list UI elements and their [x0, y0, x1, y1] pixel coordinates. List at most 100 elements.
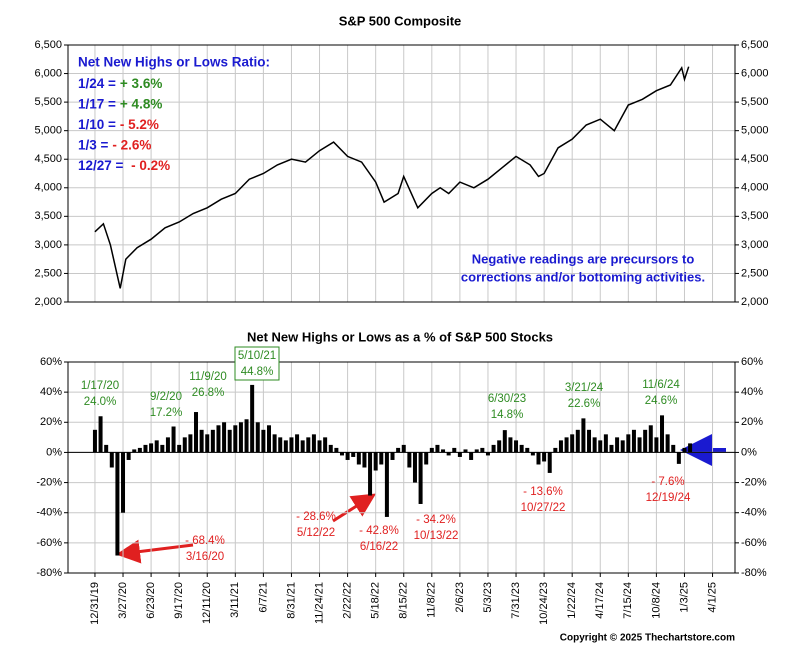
- price-line: [94, 65, 690, 289]
- y-tick-label: 4,000: [34, 182, 62, 194]
- annotation: 11/6/24: [642, 379, 680, 391]
- bar: [339, 452, 344, 456]
- x-tick-label: 3/27/20: [117, 582, 129, 619]
- ratio-line: 12/27 = - 0.2%: [78, 158, 170, 173]
- bar: [396, 447, 401, 453]
- arrow: [116, 539, 194, 564]
- y-tick-label: 5,500: [34, 96, 62, 108]
- bar: [457, 452, 462, 457]
- x-tick-label: 11/8/22: [426, 582, 438, 618]
- bar: [609, 444, 614, 453]
- bar: [401, 444, 406, 453]
- y-tick-label: 3,500: [741, 210, 769, 222]
- annotation: 22.6%: [568, 398, 601, 410]
- bar: [435, 444, 440, 453]
- bar: [300, 440, 305, 453]
- bar: [637, 437, 642, 453]
- bar: [227, 429, 232, 453]
- y-tick-label: 3,000: [34, 239, 62, 251]
- bar: [575, 429, 580, 453]
- y-tick-label: -40%: [741, 507, 767, 519]
- ratio-title: Net New Highs or Lows Ratio:: [78, 55, 270, 70]
- y-tick-label: 2,500: [741, 267, 769, 279]
- plot-border: [67, 361, 736, 574]
- bar: [688, 443, 693, 453]
- bar: [480, 447, 485, 453]
- y-tick-label: -20%: [36, 476, 62, 488]
- x-tick-label: 3/11/21: [229, 582, 241, 618]
- bar: [407, 452, 412, 468]
- bar: [564, 437, 569, 453]
- x-tick-label: 2/6/23: [454, 582, 466, 613]
- bar: [536, 452, 541, 465]
- annotation: 9/2/20: [150, 391, 182, 403]
- bar: [530, 452, 535, 456]
- bar: [306, 437, 311, 453]
- bar: [379, 452, 384, 465]
- ratio-date: 1/10 =: [78, 117, 116, 132]
- x-tick-label: 10/8/24: [650, 582, 662, 619]
- y-tick-label: 6,000: [741, 67, 769, 79]
- bar: [317, 440, 322, 453]
- bar: [132, 449, 137, 453]
- bar: [177, 444, 182, 453]
- bar: [295, 434, 300, 453]
- y-tick-label: 20%: [741, 416, 763, 428]
- bar: [194, 412, 199, 453]
- bar: [98, 416, 103, 453]
- bar: [278, 437, 283, 453]
- bar: [519, 444, 524, 453]
- bar: [514, 440, 519, 453]
- bar: [165, 437, 170, 453]
- annotation: - 7.6%: [651, 476, 684, 488]
- y-tick-label: 2,000: [34, 296, 62, 308]
- bar: [250, 384, 255, 453]
- bar: [502, 430, 507, 453]
- bar: [289, 437, 294, 453]
- bar: [615, 437, 620, 453]
- annotation: 26.8%: [192, 387, 225, 399]
- bar: [441, 449, 446, 453]
- bar: [643, 429, 648, 453]
- bar: [233, 425, 238, 453]
- bar: [182, 437, 187, 453]
- annotation: 44.8%: [241, 366, 274, 378]
- annotation: 11/9/20: [189, 371, 227, 383]
- annotation: - 13.6%: [523, 486, 563, 498]
- bar: [626, 434, 631, 453]
- annotation: - 34.2%: [416, 514, 456, 526]
- bar: [199, 429, 204, 453]
- bar: [171, 426, 176, 453]
- bar: [570, 434, 575, 453]
- bar: [474, 449, 479, 453]
- ratio-date: 1/17 =: [78, 96, 116, 111]
- bar: [446, 452, 451, 456]
- y-tick-label: -60%: [741, 537, 767, 549]
- y-tick-label: 4,500: [34, 153, 62, 165]
- x-tick-label: 11/24/21: [313, 582, 325, 624]
- x-tick-label: 6/23/20: [145, 582, 157, 619]
- bar: [205, 434, 210, 453]
- x-tick-label: 6/7/21: [257, 582, 269, 613]
- x-tick-label: 7/31/23: [510, 582, 522, 619]
- bar: [452, 447, 457, 453]
- y-tick-label: -60%: [36, 537, 62, 549]
- ratio-value: - 2.6%: [112, 137, 151, 152]
- ratio-line: 1/17 = + 4.8%: [78, 96, 162, 111]
- y-tick-label: 5,000: [741, 125, 769, 137]
- bar: [558, 440, 563, 453]
- bar: [143, 444, 148, 453]
- bar: [654, 437, 659, 453]
- y-tick-label: 6,000: [34, 67, 62, 79]
- ratio-line: 1/3 = - 2.6%: [78, 137, 151, 152]
- x-tick-label: 12/11/20: [201, 582, 213, 624]
- bar: [508, 437, 513, 453]
- x-tick-label: 10/24/23: [538, 582, 550, 625]
- bar: [137, 447, 142, 453]
- x-tick-label: 7/15/24: [622, 582, 634, 619]
- bar: [351, 452, 356, 457]
- y-tick-label: 2,500: [34, 267, 62, 279]
- bar: [283, 440, 288, 453]
- annotation: 6/16/22: [360, 541, 398, 553]
